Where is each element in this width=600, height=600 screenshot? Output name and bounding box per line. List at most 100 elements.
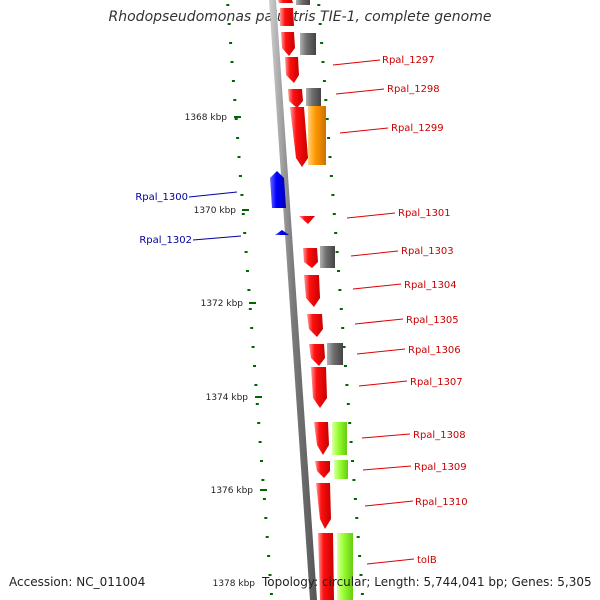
gene-label-rpal-1301[interactable]: Rpal_1301 [398,208,451,219]
gene-label-rpal-1305[interactable]: Rpal_1305 [406,315,459,326]
gene-arrow-top-a[interactable] [278,0,293,3]
gc-dot [322,80,326,82]
gene-label-rpal-1308[interactable]: Rpal_1308 [413,430,466,441]
gc-dot [345,384,349,386]
gene-arrow-rpal-1302[interactable] [275,230,289,235]
gc-dot [257,422,261,424]
forward-strand-features [278,0,334,600]
gene-arrow-rpal-1299[interactable] [290,107,308,167]
gene-label-rpal-1310[interactable]: Rpal_1310 [415,497,468,508]
gene-label-tolb[interactable]: tolB [417,555,437,566]
gc-dot [353,498,357,500]
gene-arrow-rpal-1301[interactable] [299,216,315,224]
tick-label: 1368 kbp [185,113,228,123]
gc-dot [341,327,345,329]
gene-arrow-rpal-1300[interactable] [270,171,286,208]
reverse-strand-features [270,171,289,235]
gc-dot [254,384,258,386]
gc-dot [244,251,248,253]
gene-arrow-rpal-1298b[interactable] [288,89,303,108]
gc-dot [268,574,272,576]
gene-arrow-rpal-1309[interactable] [315,461,330,478]
gene-arrow-rpal-1304[interactable] [304,275,320,307]
gene-label-rpal-1307[interactable]: Rpal_1307 [410,377,463,388]
gc-dot [317,4,321,6]
gc-dot [352,479,356,481]
cog-category-boxes [296,0,353,600]
leader-rpal-1308 [361,433,411,439]
gc-dot [321,61,325,63]
gene-label-rpal-1297[interactable]: Rpal_1297 [382,55,435,66]
gc-dot [324,99,328,101]
leader-rpal-1303 [350,250,399,257]
gc-dot-tracks [226,4,364,595]
leader-rpal-1309 [362,465,412,471]
gc-dot [236,137,240,139]
gene-label-rpal-1306[interactable]: Rpal_1306 [408,345,461,356]
gene-labels: Rpal_1297 Rpal_1298 Rpal_1299 Rpal_1300 … [135,55,467,566]
gene-arrow-rpal-1303[interactable] [303,248,318,268]
gene-arrow-rpal-1308[interactable] [314,422,329,455]
gc-dot [264,517,268,519]
gc-dot [334,232,338,234]
gene-arrow-rpal-1310[interactable] [316,483,331,529]
leader-rpal-1298 [335,88,385,95]
leader-rpal-1301 [346,212,396,219]
cog-box-rpal-1303 [320,246,335,268]
gc-dot [359,574,363,576]
gc-dot [241,213,245,215]
gene-arrow-rpal-1297[interactable] [281,32,295,56]
gc-dot [320,42,324,44]
cog-box-top [296,0,310,5]
tick-label: 1374 kbp [206,393,249,403]
gc-dot [351,460,354,462]
gene-label-rpal-1304[interactable]: Rpal_1304 [404,280,457,291]
gene-label-rpal-1302[interactable]: Rpal_1302 [139,235,192,246]
gc-dot [243,232,247,234]
gc-dot [331,194,335,196]
gc-dot [230,61,234,63]
gc-dot [237,156,241,158]
leader-rpal-1300 [188,191,238,198]
map-title: Rhodopseudomonas palustris TIE-1, comple… [108,9,492,25]
tick-label: 1370 kbp [194,206,237,216]
cog-box-top-2 [300,33,316,55]
gc-dot [344,365,347,367]
gene-label-rpal-1309[interactable]: Rpal_1309 [414,462,467,473]
gene-label-rpal-1303[interactable]: Rpal_1303 [401,246,454,257]
gene-arrow-top-b[interactable] [280,8,294,26]
cog-box-tolb [337,533,353,600]
gc-dot [265,536,269,538]
gc-dot [339,308,343,310]
gc-dot [238,175,242,177]
gc-dot [248,308,252,310]
gc-dot [348,422,352,424]
cog-box-rpal-1306 [327,343,343,365]
gene-label-rpal-1299[interactable]: Rpal_1299 [391,123,444,134]
gene-label-rpal-1300[interactable]: Rpal_1300 [135,192,188,203]
gene-arrow-rpal-1307[interactable] [311,367,327,408]
gc-dot [329,175,333,177]
gc-dot [240,194,244,196]
gc-dot [227,23,231,25]
label-leader-lines [188,59,415,565]
gc-dot [358,555,362,557]
gc-dot [261,479,265,481]
gc-dot [260,460,263,462]
gc-dot [349,441,353,443]
gene-arrow-tolb[interactable] [318,533,334,600]
cog-box-rpal-1309 [334,460,348,479]
gc-dot [231,80,235,82]
gene-arrow-rpal-1306[interactable] [309,344,325,366]
gene-arrow-rpal-1305[interactable] [307,314,323,337]
cog-box-rpal-1308 [332,422,347,455]
gene-label-rpal-1298[interactable]: Rpal_1298 [387,84,440,95]
gc-dot [327,137,331,139]
gene-arrow-rpal-1298a[interactable] [285,57,299,83]
gc-dot [342,346,346,348]
gc-dot [337,270,340,272]
leader-rpal-1299 [339,127,389,134]
gc-dot [335,251,339,253]
gc-dot [356,536,360,538]
